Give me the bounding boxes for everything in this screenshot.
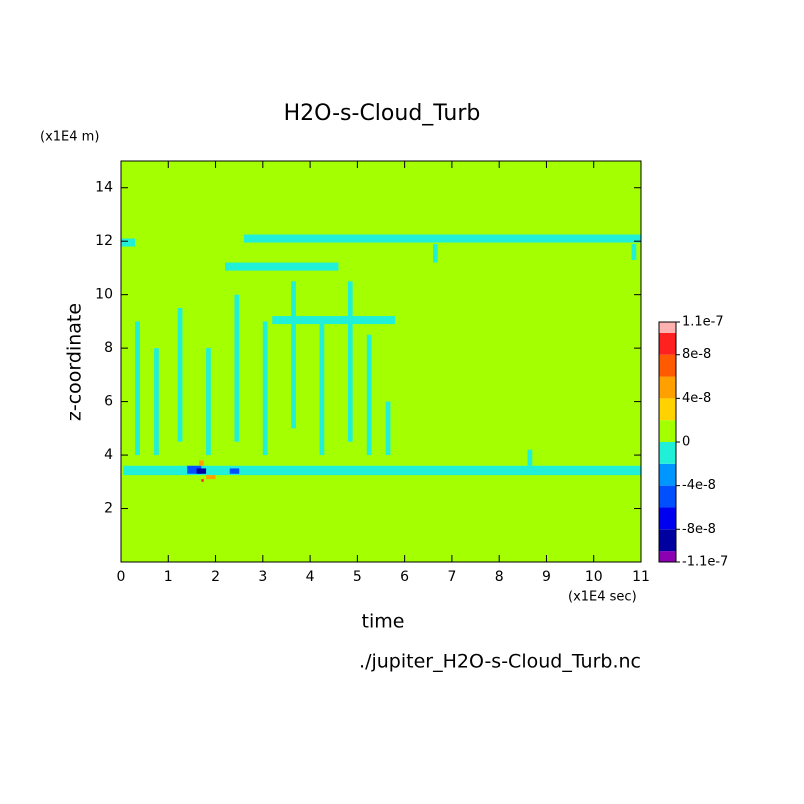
x-tick-label: 11 bbox=[632, 569, 650, 585]
colorbar-segment bbox=[659, 442, 676, 464]
contour-region bbox=[262, 321, 268, 456]
contour-region bbox=[291, 281, 296, 429]
x-tick-label: 5 bbox=[353, 569, 362, 585]
colorbar-tick-label: 0 bbox=[682, 435, 690, 450]
x-tick-label: 4 bbox=[306, 569, 315, 585]
colorbar-tick-label: 4e-8 bbox=[682, 391, 711, 406]
x-unit: (x1E4 sec) bbox=[568, 590, 637, 605]
y-unit: (x1E4 m) bbox=[40, 130, 99, 145]
contour-region bbox=[366, 334, 372, 456]
y-tick-label: 14 bbox=[95, 180, 113, 196]
contour-region bbox=[196, 468, 207, 474]
colorbar-tick-label: -8e-8 bbox=[682, 522, 716, 537]
colorbar-segment bbox=[659, 463, 676, 486]
colorbar-segment bbox=[659, 529, 676, 552]
y-tick-label: 12 bbox=[95, 233, 113, 249]
colorbar-segment bbox=[659, 332, 676, 355]
chart-title: H2O-s-Cloud_Turb bbox=[284, 101, 481, 126]
contour-region bbox=[243, 234, 641, 243]
contour-region bbox=[229, 468, 240, 474]
contour-region bbox=[347, 281, 353, 442]
x-tick-label: 6 bbox=[400, 569, 409, 585]
contour-region bbox=[123, 465, 641, 476]
contour-region bbox=[385, 401, 391, 456]
contour-region bbox=[199, 460, 204, 466]
field-background bbox=[121, 161, 641, 562]
colorbar-tick-label: -1.1e-7 bbox=[682, 555, 728, 570]
colorbar-segment bbox=[659, 322, 676, 333]
contour-region bbox=[225, 262, 339, 271]
contour-region bbox=[631, 243, 637, 260]
y-tick-label: 8 bbox=[104, 340, 113, 356]
contour-region bbox=[527, 449, 533, 466]
x-tick-label: 10 bbox=[585, 569, 603, 585]
x-tick-label: 3 bbox=[258, 569, 267, 585]
y-tick-label: 2 bbox=[104, 501, 113, 517]
x-axis-label: time bbox=[362, 611, 405, 633]
contour-region bbox=[234, 294, 240, 442]
x-tick-label: 2 bbox=[211, 569, 220, 585]
contour-region bbox=[177, 308, 183, 442]
contour-region bbox=[206, 348, 211, 456]
contour-region bbox=[121, 238, 136, 247]
y-tick-label: 10 bbox=[95, 287, 113, 303]
colorbar-segment bbox=[659, 485, 676, 508]
contour-region bbox=[433, 243, 438, 263]
contour-region bbox=[272, 316, 396, 325]
y-axis-label: z-coordinate bbox=[64, 303, 86, 421]
colorbar-tick-label: -4e-8 bbox=[682, 478, 716, 493]
contour-region bbox=[187, 465, 202, 474]
plot-frame bbox=[120, 160, 642, 563]
colorbar-segment bbox=[659, 551, 676, 562]
colorbar-segment bbox=[659, 398, 676, 421]
contour-region bbox=[135, 321, 140, 456]
colorbar-tick-label: 8e-8 bbox=[682, 347, 711, 362]
y-tick-label: 6 bbox=[104, 394, 113, 410]
colorbar-segment bbox=[659, 354, 676, 377]
contour-region bbox=[206, 475, 216, 480]
y-tick-label: 4 bbox=[104, 447, 113, 463]
contour-region bbox=[201, 479, 204, 482]
x-tick-label: 7 bbox=[447, 569, 456, 585]
source-label: ./jupiter_H2O-s-Cloud_Turb.nc bbox=[359, 651, 641, 673]
colorbar-segment bbox=[659, 507, 676, 530]
x-tick-label: 8 bbox=[495, 569, 504, 585]
x-tick-label: 1 bbox=[164, 569, 173, 585]
colorbar-tick-label: 1.1e-7 bbox=[682, 315, 724, 330]
x-tick-label: 0 bbox=[117, 569, 126, 585]
contour-region bbox=[154, 348, 159, 456]
contour-region bbox=[319, 321, 325, 456]
colorbar-segment bbox=[659, 420, 676, 442]
colorbar-segment bbox=[659, 376, 676, 399]
x-tick-label: 9 bbox=[542, 569, 551, 585]
